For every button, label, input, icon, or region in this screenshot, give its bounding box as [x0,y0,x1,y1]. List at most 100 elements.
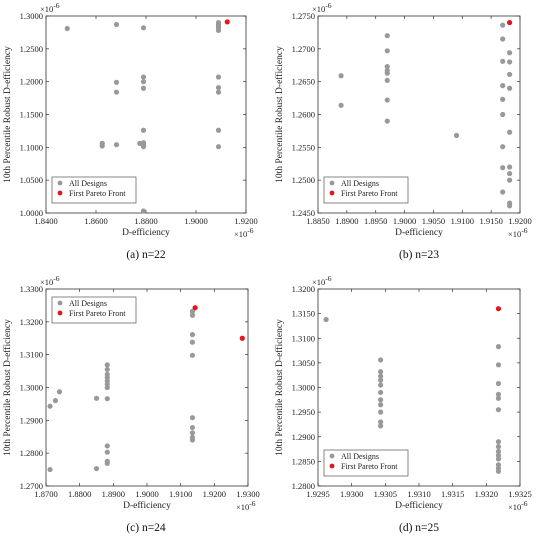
all-designs-point [140,79,147,85]
all-designs-point [189,430,196,436]
chart-panel-1: 1.8400 1.8600 1.8800 1.9000 1.9200 1.0000 1.05… [2,1,258,261]
y-tick-label: 1.2000 [20,77,43,87]
legend-box [51,296,137,324]
x-tick-label: 1.9320 [475,489,498,499]
y-tick-label: 1.3200 [292,284,315,294]
chart-panel-3: 1.8700 1.8800 1.8900 1.9000 1.9100 1.9200 1.93… [2,274,260,534]
all-designs-point [495,439,502,445]
x-tick-label: 1.9200 [508,216,531,226]
all-designs-point [500,96,506,102]
x-axis-multiplier: ×10-6 [236,499,256,512]
y-axis-exponent: -6 [325,1,331,10]
pareto-front-point [507,19,513,26]
y-tick-label: 1.2850 [292,456,315,466]
x-tick-label: 1.9000 [135,489,158,499]
y-tick-label: 1.0000 [20,208,43,218]
all-designs-point [64,25,70,32]
y-axis-exponent: -6 [325,274,331,283]
all-designs-point [378,357,384,363]
legend-box [323,449,409,477]
x-tick-label: 1.8700 [34,489,57,499]
all-designs-point [507,85,513,91]
all-designs-point [453,132,460,139]
x-axis-exponent: -6 [521,499,527,508]
all-designs-point [507,171,513,177]
all-designs-point [500,83,506,89]
legend-marker [329,180,335,186]
x-tick-label: 1.9200 [234,216,257,226]
all-designs-point [495,448,502,455]
all-designs-point [495,362,502,368]
y-tick-label: 1.2500 [20,44,43,54]
all-designs-point [104,443,110,449]
all-designs-point [113,79,120,85]
y-axis-multiplier: ×10-6 [40,274,60,287]
all-designs-point [384,97,390,103]
x-tick-label: 1.9305 [374,489,397,499]
y-tick-label: 1.3200 [20,317,43,327]
y-axis-multiplier: ×10-6 [40,1,60,14]
pareto-front-point [224,19,230,25]
y-tick-label: 1.3300 [20,284,43,294]
all-designs-point [140,85,147,91]
all-designs-point [378,377,384,383]
legend-marker [329,190,335,196]
all-designs-point [500,58,506,64]
y-tick-label: 1.2950 [292,407,315,417]
all-designs-point [189,437,196,443]
x-tick-label: 1.8800 [68,489,91,499]
all-designs-point [500,36,506,42]
all-designs-point [507,164,513,170]
x-tick-label: 1.9100 [169,489,192,499]
x-tick-label: 1.8900 [335,216,358,226]
legend-marker [329,453,335,459]
all-designs-point [500,22,506,28]
x-axis-exponent: -6 [247,226,253,235]
x-tick-label: 1.9000 [184,216,207,226]
all-designs-point [215,144,222,150]
x-axis-label: D-efficiency [123,500,171,511]
all-designs-point [140,25,147,31]
y-tick-label: 1.2750 [292,11,315,21]
legend-entry: All Designs [341,179,379,188]
all-designs-point [495,380,502,387]
x-axis-label: D-efficiency [395,227,443,238]
x-axis-exponent: -6 [521,226,527,235]
y-tick-label: 1.2800 [292,481,315,491]
all-designs-point [495,407,502,413]
y-tick-label: 1.3050 [292,358,315,368]
all-designs-point [113,21,120,28]
all-designs-point [104,362,110,368]
x-axis-label: D-efficiency [395,500,443,511]
all-designs-point [495,444,502,450]
all-designs-point [104,460,110,466]
all-designs-point [140,144,147,150]
all-designs-point [140,208,147,214]
x-axis-multiplier: ×10-6 [508,499,528,512]
all-designs-point [507,59,513,65]
all-designs-point [56,389,63,395]
x-tick-label: 1.9295 [306,489,329,499]
all-designs-point [507,71,513,78]
y-tick-label: 1.1000 [20,142,43,152]
all-designs-point [104,396,110,402]
panel-caption: (b) n=23 [399,249,439,261]
all-designs-point [93,465,100,472]
x-tick-label: 1.9150 [479,216,502,226]
all-designs-point [507,177,513,183]
legend-entry: First Pareto Front [341,189,398,198]
all-designs-point [500,165,506,171]
all-designs-point [137,140,143,146]
y-tick-label: 1.2900 [292,432,315,442]
x-tick-label: 1.8900 [102,489,125,499]
all-designs-point [189,312,196,318]
all-designs-point [189,424,196,431]
y-tick-label: 1.3000 [20,11,43,21]
legend-marker [57,300,63,306]
legend-entry: First Pareto Front [69,309,126,318]
all-designs-point [378,373,384,379]
